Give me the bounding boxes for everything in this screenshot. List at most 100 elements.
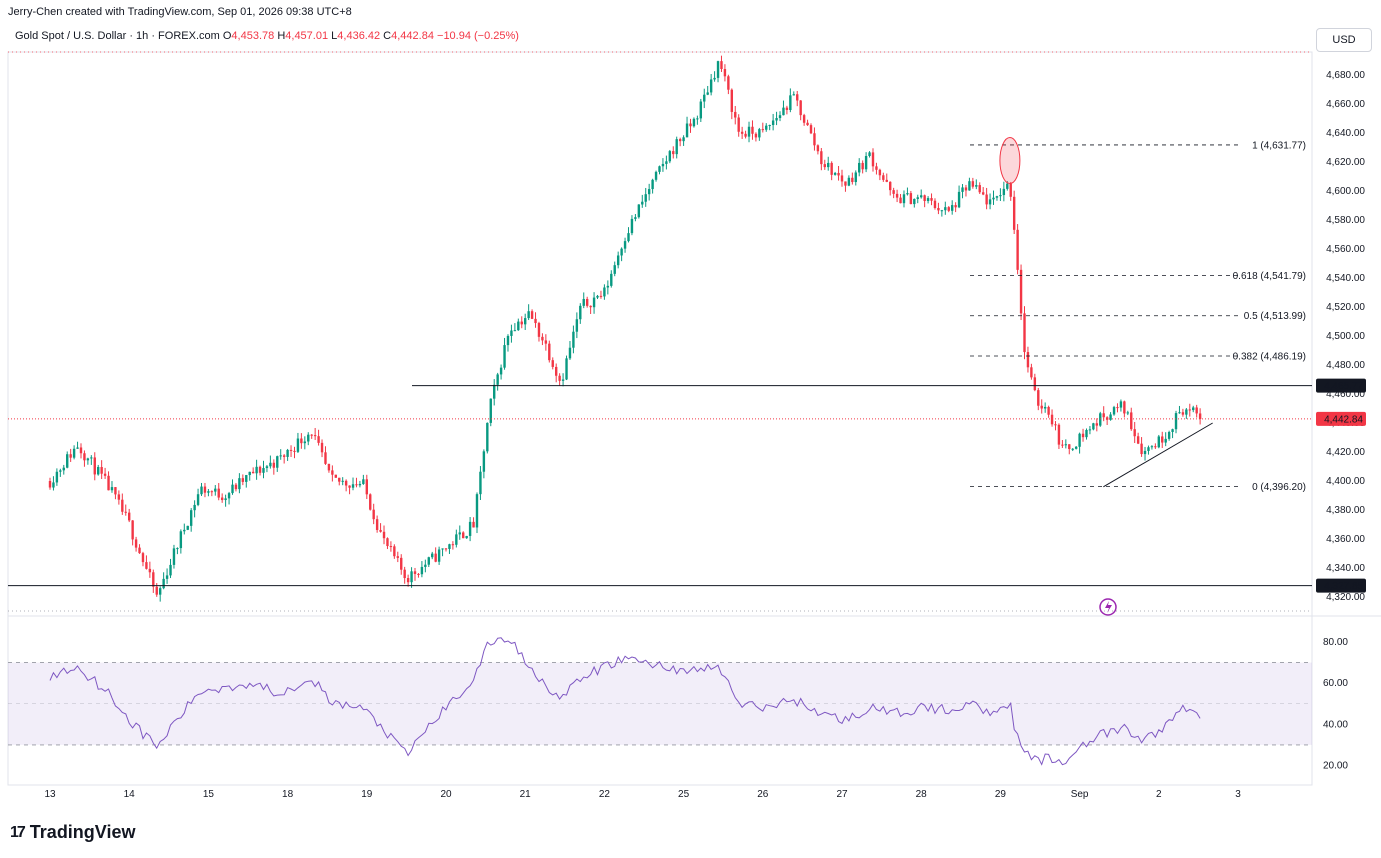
candle-body (265, 466, 269, 469)
candle-body (820, 151, 823, 165)
candle-body (527, 311, 530, 319)
candle-body (751, 126, 754, 134)
candle-body (248, 471, 251, 476)
candle-body (1064, 444, 1068, 446)
fib-level-label: 0.5 (4,513.99) (1244, 311, 1306, 322)
candle-body (348, 485, 351, 488)
price-axis-label: 4,520.00 (1326, 302, 1365, 313)
candle-body (1130, 412, 1133, 430)
candle-body (906, 193, 909, 195)
candle-body (224, 498, 227, 501)
fib-level-label: 0 (4,396.20) (1252, 482, 1306, 493)
candle-body (1119, 401, 1123, 408)
candle-body (682, 137, 685, 142)
candle-body (768, 125, 771, 127)
price-axis-label: 4,480.00 (1326, 360, 1365, 371)
candle-body (145, 562, 148, 569)
candle-body (1126, 412, 1130, 414)
candle-body (920, 195, 923, 198)
candle-body (110, 487, 114, 491)
candle-body (458, 532, 461, 535)
tv-logo-icon: 17 (10, 823, 26, 841)
candle-body (703, 94, 706, 102)
candle-body (572, 331, 575, 348)
candle-body (520, 321, 523, 325)
candle-body (334, 474, 338, 478)
candle-body (1167, 431, 1171, 439)
candle-body (947, 207, 950, 211)
candle-body (971, 181, 975, 187)
time-axis-label: 20 (440, 789, 452, 800)
candle-body (462, 532, 465, 539)
candle-body (289, 449, 293, 451)
candle-body (1026, 352, 1030, 368)
candle-body (582, 298, 585, 306)
candle-body (530, 311, 534, 319)
candle-body (324, 452, 327, 464)
candle-body (128, 512, 131, 521)
candle-body (355, 484, 358, 486)
candle-body (882, 175, 885, 180)
candle-body (606, 285, 610, 288)
currency-button[interactable]: USD (1316, 28, 1372, 52)
candle-body (1171, 429, 1174, 432)
candle-body (107, 475, 110, 491)
candle-body (282, 455, 286, 457)
symbol-name[interactable]: Gold Spot / U.S. Dollar · 1h · FOREX.com (15, 30, 220, 42)
candle-body (465, 535, 468, 539)
candle-body (806, 122, 809, 126)
candle-body (644, 194, 647, 202)
candle-body (1023, 313, 1026, 353)
candle-body (544, 340, 548, 344)
candle-body (923, 195, 926, 201)
candle-body (386, 538, 389, 547)
candle-body (1061, 444, 1064, 446)
candle-body (210, 491, 214, 493)
candle-body (1157, 436, 1160, 448)
candle-body (568, 347, 572, 359)
candle-body (637, 204, 641, 218)
candle-body (1181, 412, 1185, 415)
candle-body (889, 181, 892, 191)
candle-body (551, 360, 554, 367)
candle-body (734, 111, 737, 118)
candle-body (833, 172, 837, 175)
price-axis-label: 4,340.00 (1326, 563, 1365, 574)
candle-body (730, 89, 734, 112)
candle-body (892, 190, 895, 194)
candle-body (995, 196, 999, 198)
candle-body (486, 422, 489, 452)
candle-body (992, 197, 995, 200)
time-axis-label: 26 (757, 789, 769, 800)
spike-highlight-ellipse (999, 137, 1021, 185)
time-axis-label: Sep (1071, 789, 1089, 800)
candle-body (245, 475, 248, 482)
candle-body (441, 548, 444, 550)
candle-body (541, 336, 544, 341)
candle-body (1043, 406, 1047, 409)
candle-body (193, 504, 196, 511)
candle-body (169, 564, 172, 576)
candle-body (823, 164, 826, 168)
candle-body (913, 198, 916, 205)
candle-body (1057, 424, 1061, 445)
candle-body (214, 488, 217, 492)
candle-body (203, 486, 207, 493)
candle-body (964, 187, 968, 191)
candle-body (327, 463, 331, 471)
candle-body (69, 454, 72, 458)
candle-body (389, 546, 393, 548)
candle-body (1185, 409, 1188, 415)
candle-body (403, 569, 406, 579)
candle-body (1002, 188, 1006, 196)
time-axis-label: 14 (124, 789, 136, 800)
candle-body (844, 181, 847, 186)
time-axis-label: 28 (916, 789, 928, 800)
candle-body (716, 61, 720, 78)
candle-body (76, 447, 79, 449)
candle-body (375, 519, 379, 530)
candle-body (692, 118, 696, 127)
candle-body (499, 367, 503, 375)
candle-body (926, 198, 930, 201)
